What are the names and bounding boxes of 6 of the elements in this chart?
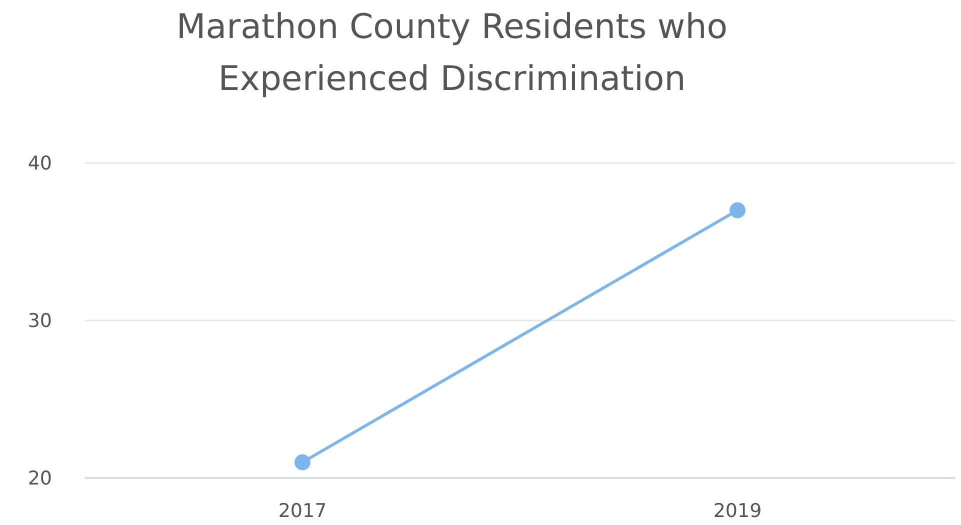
x-tick-label: 2019	[713, 500, 762, 522]
y-tick-label: 30	[28, 310, 52, 332]
y-tick-label: 20	[28, 468, 52, 490]
chart-title: Marathon County Residents who Experienced Discrimination	[176, 7, 728, 99]
x-tick-label: 2017	[278, 500, 327, 522]
y-tick-label: 40	[28, 152, 52, 175]
